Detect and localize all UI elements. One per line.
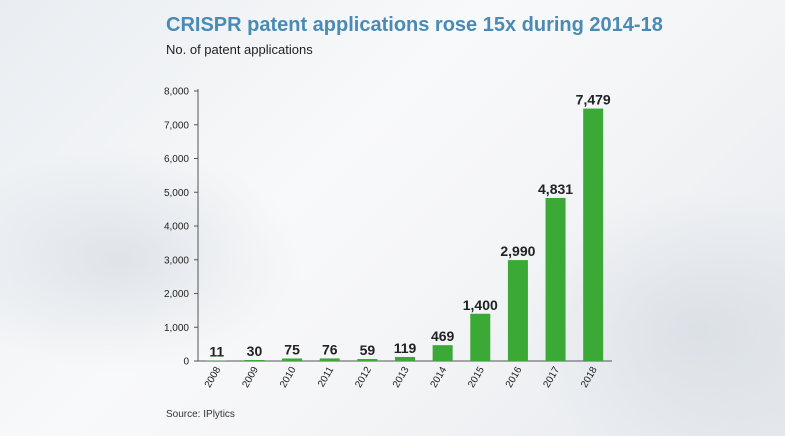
x-tick-label: 2012 [353,365,374,390]
bar-value-label: 119 [394,340,417,356]
bar-value-label: 7,479 [576,92,611,108]
bar [319,358,340,361]
y-tick-label: 0 [183,357,189,368]
bar [432,345,453,361]
y-tick-label: 2,000 [164,289,189,300]
y-tick-label: 1,000 [164,323,189,334]
x-tick-label: 2008 [203,365,224,390]
x-tick-label: 2013 [391,365,412,390]
bar [244,359,265,361]
x-tick-label: 2017 [541,365,562,390]
x-tick-label: 2014 [429,365,450,390]
bar-value-label: 30 [247,343,263,359]
bar [470,313,491,361]
source-note: Source: IPlytics [166,409,235,420]
y-tick-label: 7,000 [164,120,189,131]
x-tick-label: 2016 [504,365,525,390]
bar-value-label: 1,400 [463,297,498,313]
bar [357,359,378,361]
bar-value-label: 76 [322,341,338,357]
y-tick-label: 3,000 [164,255,189,266]
bar [282,358,303,361]
bar-value-label: 75 [284,341,300,357]
bar [545,197,566,361]
x-tick-label: 2009 [240,365,261,390]
bar [507,260,528,361]
chart-title: CRISPR patent applications rose 15x duri… [166,14,663,36]
y-tick-label: 4,000 [164,222,189,233]
x-tick-label: 2018 [579,365,600,390]
bar-value-label: 11 [209,344,224,360]
y-tick-label: 6,000 [164,154,189,165]
x-tick-label: 2010 [278,365,299,390]
y-tick-label: 5,000 [164,188,189,199]
x-tick-label: 2011 [316,365,336,390]
bar [583,108,604,362]
bar-value-label: 4,831 [538,181,573,197]
bar-value-label: 469 [431,328,455,344]
x-tick-label: 2015 [466,365,487,390]
y-tick-label: 8,000 [164,87,189,98]
bar [395,356,415,361]
bar-value-label: 59 [360,342,376,358]
chart-subtitle: No. of patent applications [166,42,313,57]
bar-value-label: 2,990 [500,243,535,259]
